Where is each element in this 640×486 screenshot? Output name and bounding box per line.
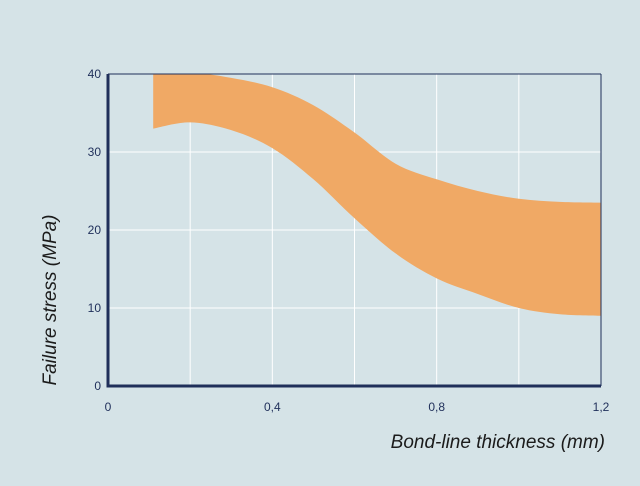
failure-stress-band	[153, 74, 601, 316]
y-tick-label: 0	[94, 379, 101, 393]
y-axis-title: Failure stress (MPa)	[40, 214, 61, 385]
x-tick-label: 0,4	[264, 400, 281, 414]
x-tick-label: 0	[105, 400, 112, 414]
y-axis-ticks: 0 10 20 30 40	[88, 67, 102, 393]
x-tick-label: 0,8	[428, 400, 445, 414]
x-axis-ticks: 0 0,4 0,8 1,2	[105, 400, 610, 414]
y-tick-label: 30	[88, 145, 102, 159]
x-tick-label: 1,2	[593, 400, 610, 414]
y-tick-label: 10	[88, 301, 102, 315]
y-tick-label: 20	[88, 223, 102, 237]
x-axis-title: Bond-line thickness (mm)	[391, 432, 605, 453]
plot-frame	[106, 73, 602, 388]
y-tick-label: 40	[88, 67, 102, 81]
